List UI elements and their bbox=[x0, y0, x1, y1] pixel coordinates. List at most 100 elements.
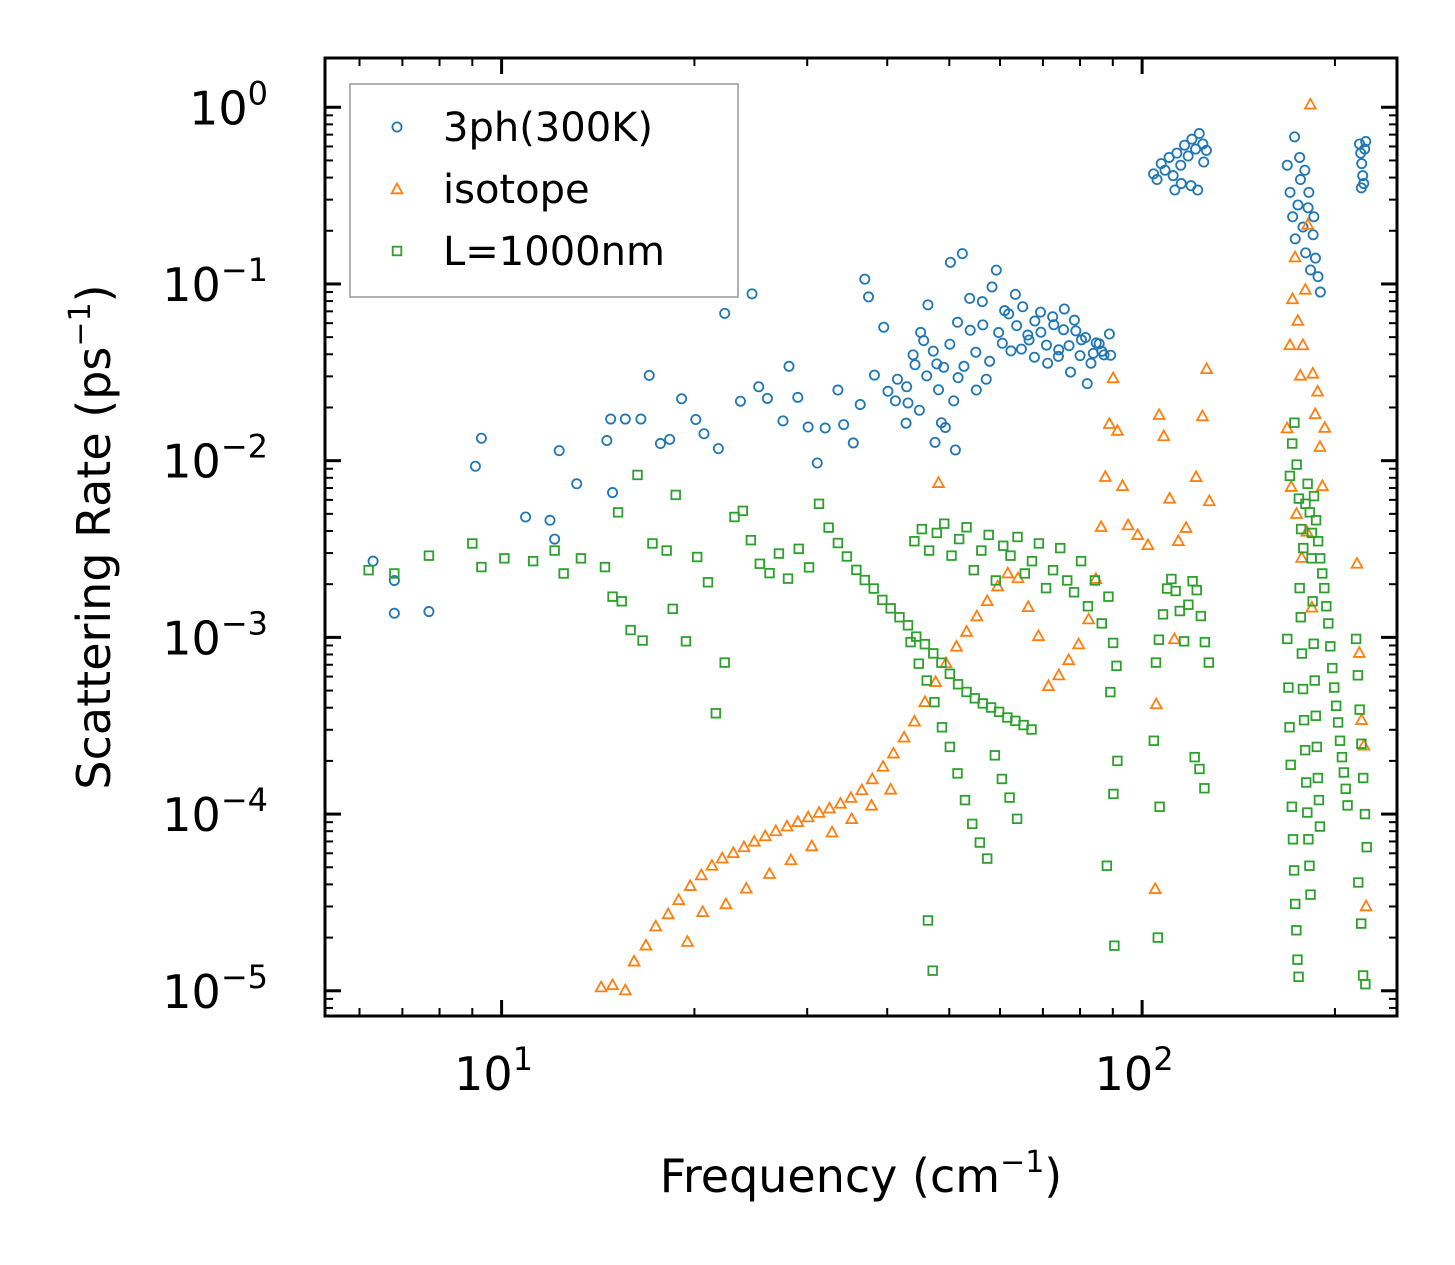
data-point bbox=[1194, 763, 1205, 775]
data-point bbox=[1338, 767, 1350, 778]
data-point bbox=[959, 794, 971, 806]
data-point bbox=[1004, 792, 1015, 803]
data-point bbox=[792, 391, 804, 403]
data-point bbox=[745, 534, 757, 546]
data-point bbox=[423, 550, 435, 561]
tick-exponent: −2 bbox=[221, 428, 268, 466]
data-point bbox=[1299, 164, 1311, 176]
data-point bbox=[625, 624, 636, 636]
data-point bbox=[1062, 575, 1073, 586]
data-point bbox=[883, 782, 898, 795]
data-point bbox=[1309, 675, 1320, 686]
data-point bbox=[1288, 249, 1302, 263]
data-point bbox=[737, 839, 751, 853]
data-point bbox=[1308, 211, 1320, 223]
data-point bbox=[907, 714, 922, 727]
data-point bbox=[1162, 491, 1177, 504]
data-point bbox=[1283, 682, 1294, 693]
data-point bbox=[1140, 537, 1155, 551]
data-point bbox=[1294, 174, 1306, 186]
data-point bbox=[1356, 738, 1367, 749]
data-point bbox=[936, 657, 947, 668]
data-point bbox=[1311, 741, 1323, 753]
data-point bbox=[1359, 143, 1371, 155]
data-point bbox=[1005, 550, 1016, 561]
data-point bbox=[851, 564, 862, 576]
data-point bbox=[969, 608, 984, 622]
data-point bbox=[719, 657, 730, 668]
data-point bbox=[999, 305, 1011, 317]
data-point bbox=[868, 369, 880, 381]
data-point bbox=[1302, 807, 1313, 818]
data-point bbox=[632, 469, 643, 481]
data-point bbox=[1068, 314, 1080, 326]
data-point bbox=[1192, 184, 1204, 196]
data-point bbox=[726, 845, 741, 858]
data-point bbox=[1294, 582, 1305, 594]
data-point bbox=[990, 575, 1002, 586]
data-point bbox=[780, 818, 794, 832]
data-point bbox=[1178, 636, 1190, 647]
data-point bbox=[594, 979, 609, 993]
legend-entry: L=1000nm bbox=[391, 229, 665, 275]
data-point bbox=[1089, 575, 1101, 586]
data-point bbox=[389, 568, 400, 579]
data-point bbox=[1070, 325, 1082, 337]
data-point bbox=[1199, 361, 1214, 375]
data-point bbox=[812, 805, 826, 818]
data-point bbox=[1298, 282, 1313, 295]
data-point bbox=[1319, 582, 1330, 594]
data-point bbox=[1154, 801, 1165, 812]
data-point bbox=[923, 545, 935, 556]
data-point bbox=[922, 299, 934, 311]
data-point bbox=[729, 511, 740, 523]
data-point bbox=[1282, 337, 1297, 351]
data-point bbox=[956, 248, 968, 260]
data-point bbox=[618, 982, 633, 996]
data-point bbox=[476, 561, 487, 573]
data-point bbox=[921, 370, 933, 382]
data-point bbox=[961, 686, 972, 698]
data-point bbox=[1098, 469, 1113, 482]
data-point bbox=[1193, 128, 1205, 140]
data-point bbox=[680, 934, 695, 947]
data-point bbox=[939, 518, 950, 529]
data-point bbox=[996, 773, 1008, 785]
data-point bbox=[832, 384, 844, 396]
data-point bbox=[1148, 735, 1160, 746]
data-point bbox=[549, 533, 561, 545]
data-point bbox=[553, 445, 565, 457]
data-point bbox=[1167, 170, 1179, 182]
legend: 3ph(300K) isotope L=1000nm bbox=[349, 83, 739, 298]
data-point bbox=[1327, 662, 1338, 674]
data-point bbox=[1175, 159, 1187, 171]
data-point bbox=[1302, 202, 1314, 214]
y-tick-label: 10−1 bbox=[162, 251, 268, 312]
data-point bbox=[758, 828, 773, 842]
data-point bbox=[616, 596, 627, 607]
tick-base: 10 bbox=[162, 258, 221, 312]
data-point bbox=[1305, 366, 1320, 379]
data-point bbox=[777, 415, 789, 427]
data-point bbox=[715, 850, 730, 864]
data-point bbox=[1082, 601, 1094, 612]
data-point bbox=[804, 838, 819, 852]
legend-frame bbox=[349, 83, 739, 298]
data-point bbox=[1313, 794, 1325, 806]
data-point bbox=[931, 527, 942, 539]
data-point bbox=[1286, 438, 1298, 449]
data-point bbox=[739, 881, 754, 894]
data-point bbox=[929, 696, 940, 708]
data-point bbox=[734, 395, 746, 407]
legend-label: L=1000nm bbox=[443, 229, 665, 275]
data-point bbox=[520, 511, 532, 523]
data-point bbox=[1105, 686, 1116, 698]
data-point bbox=[847, 437, 859, 449]
tick-exponent: −4 bbox=[221, 781, 268, 819]
data-point bbox=[1291, 925, 1302, 936]
data-point bbox=[967, 818, 978, 830]
data-point bbox=[1308, 490, 1320, 502]
data-point bbox=[676, 393, 688, 405]
data-point bbox=[619, 413, 631, 425]
